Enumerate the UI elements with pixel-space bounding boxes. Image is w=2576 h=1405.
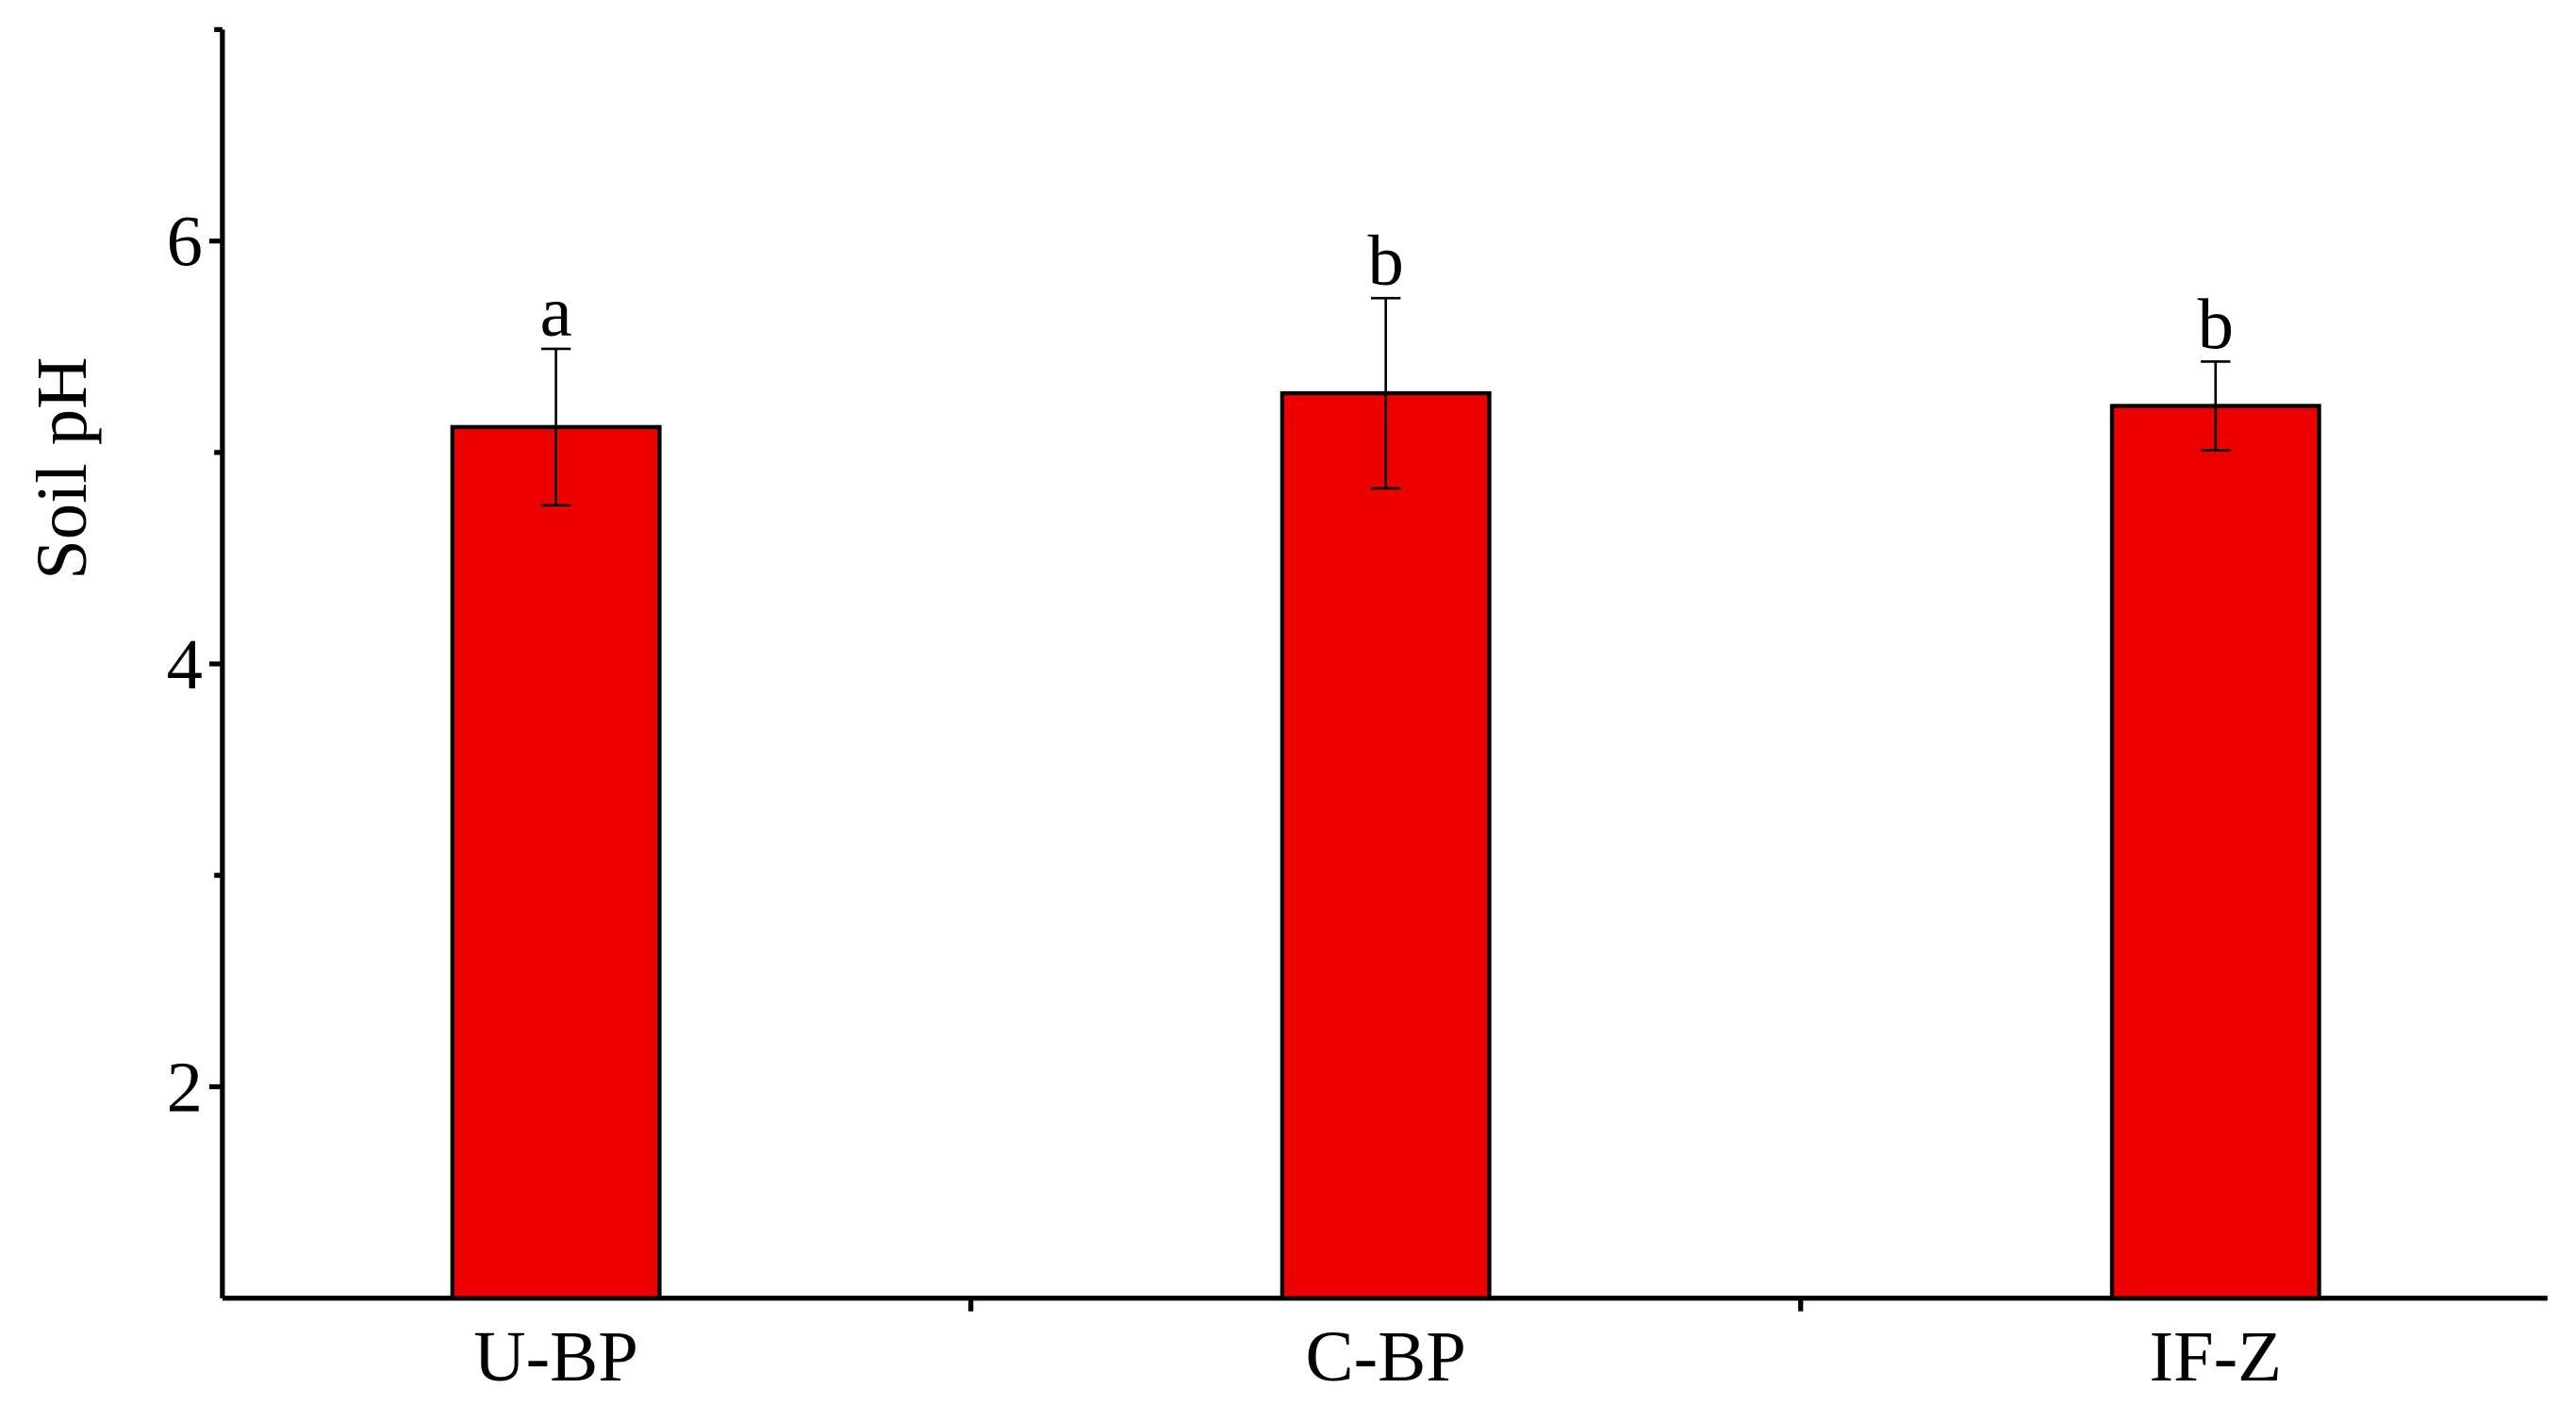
bar xyxy=(1280,390,1492,1300)
y-tick-label: 6 xyxy=(167,202,203,282)
error-bar xyxy=(1371,296,1401,490)
significance-label: b xyxy=(1368,221,1404,301)
bar xyxy=(450,424,662,1300)
x-tick-label: IF-Z xyxy=(2149,1316,2282,1397)
bar xyxy=(2109,404,2321,1300)
y-axis-label: Soil pH xyxy=(22,356,102,579)
x-tick-label: C-BP xyxy=(1305,1316,1465,1397)
y-tick-label: 2 xyxy=(167,1048,203,1128)
x-tick-label: U-BP xyxy=(473,1316,638,1397)
y-tick-label: 4 xyxy=(167,624,203,704)
significance-label: b xyxy=(2198,284,2234,364)
significance-label: a xyxy=(540,272,572,352)
error-bar xyxy=(540,347,571,507)
error-bar xyxy=(2201,360,2231,452)
